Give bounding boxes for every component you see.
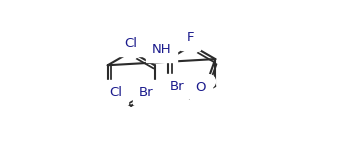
Text: NH: NH — [152, 43, 171, 56]
Text: Br: Br — [138, 86, 153, 99]
Text: O: O — [196, 81, 206, 95]
Text: F: F — [187, 31, 194, 44]
Text: Cl: Cl — [109, 86, 122, 99]
Text: Cl: Cl — [125, 37, 138, 51]
Text: Br: Br — [170, 80, 185, 93]
